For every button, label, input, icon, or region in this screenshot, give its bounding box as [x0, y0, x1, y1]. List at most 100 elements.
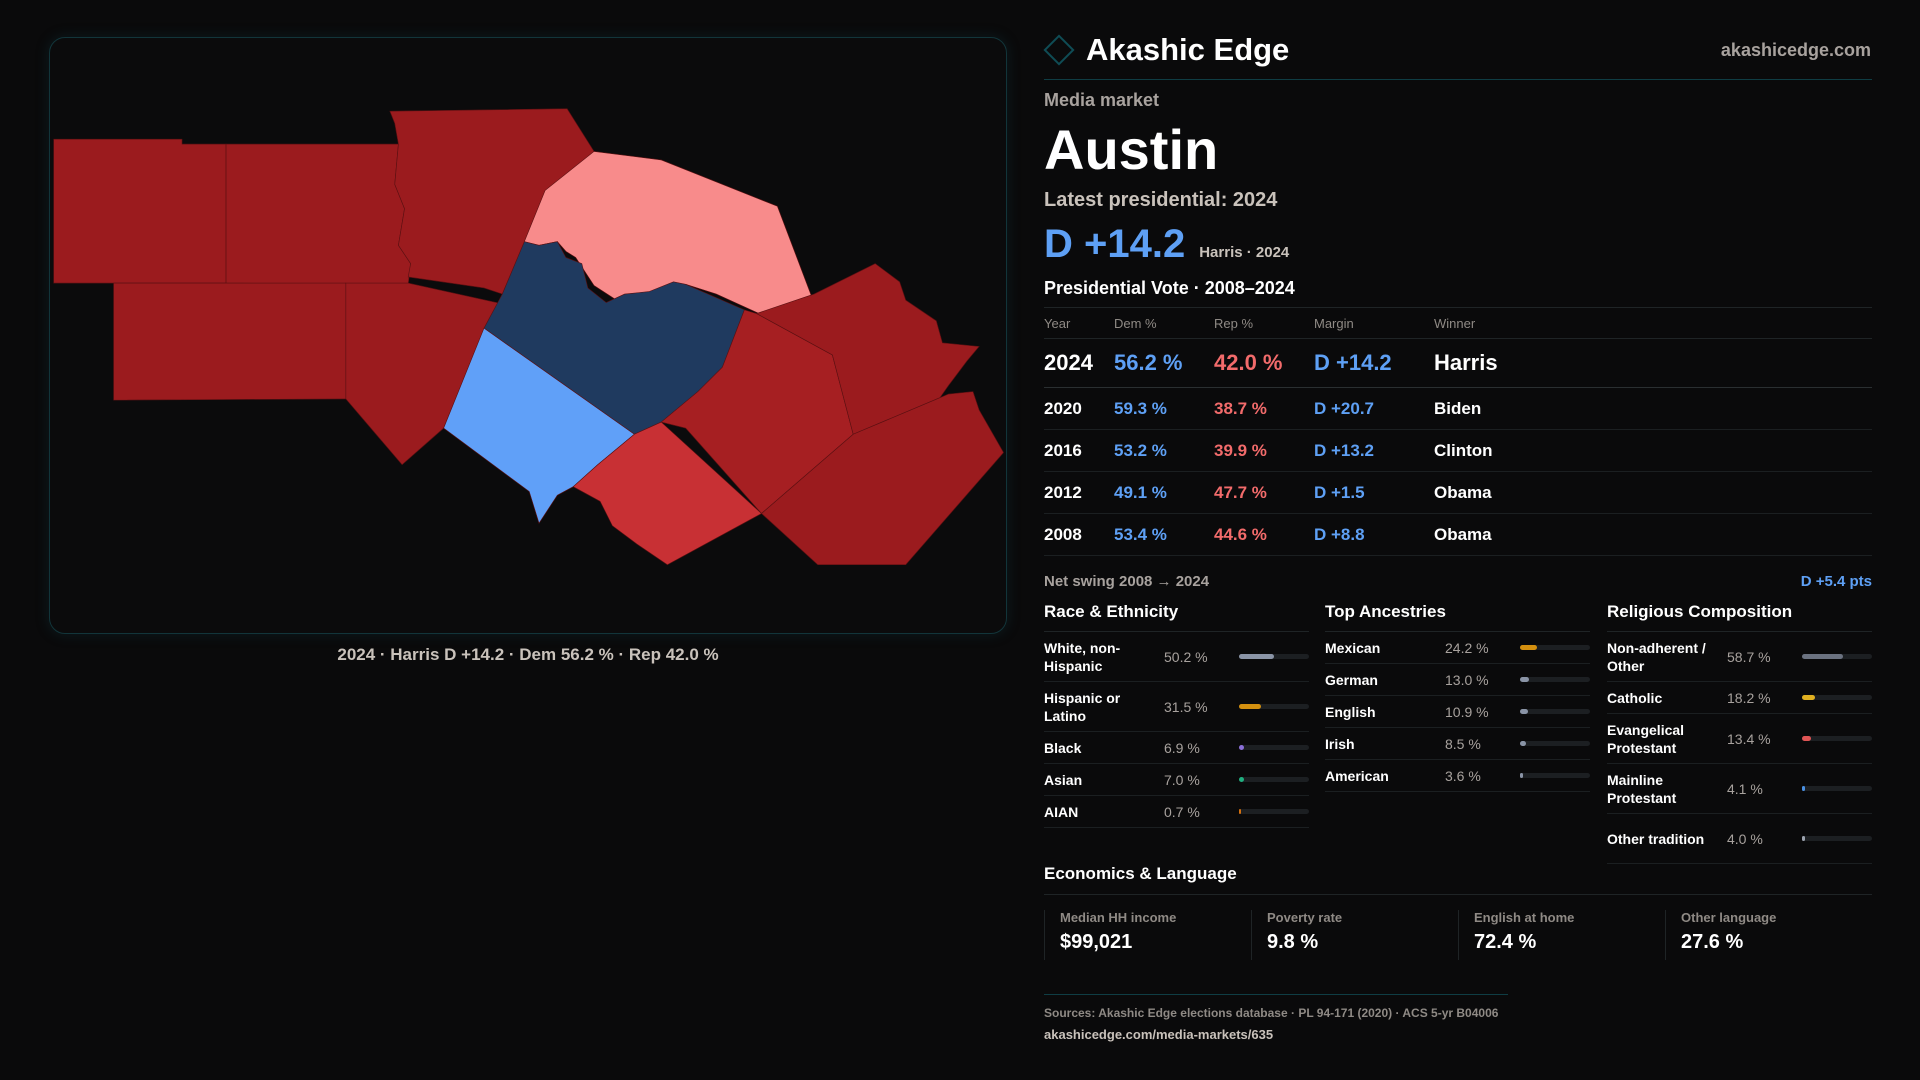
kicker: Media market	[1044, 90, 1160, 110]
list-item: Mexican 24.2 %	[1325, 632, 1590, 664]
bar-fill	[1802, 786, 1805, 791]
list-item: Other tradition 4.0 %	[1607, 814, 1872, 864]
bar-fill	[1520, 773, 1523, 778]
stat-value: 9.8 %	[1267, 931, 1319, 953]
brand-name: Akashic Edge	[1086, 32, 1290, 67]
county[interactable]	[113, 282, 347, 401]
item-pct: 13.0 %	[1445, 671, 1489, 688]
item-label: White, non-Hispanic	[1044, 639, 1121, 674]
county[interactable]	[761, 391, 1004, 566]
bar-fill	[1802, 654, 1844, 659]
bar-fill	[1239, 704, 1262, 709]
page-title: Austin	[1044, 118, 1219, 181]
ancestry-section: Top Ancestries Mexican 24.2 % German 13.0 % E…	[1325, 602, 1590, 792]
item-label: Asian	[1044, 771, 1083, 788]
table-row: 2008 53.4 % 44.6 % D +8.8 Obama	[1044, 513, 1872, 556]
table-row: 2016 53.2 % 39.9 % D +13.2 Clinton	[1044, 429, 1872, 472]
item-pct: 18.2 %	[1727, 689, 1771, 706]
col-header: Dem %	[1114, 307, 1214, 339]
county[interactable]	[225, 143, 411, 285]
table-cell: 2024	[1044, 338, 1114, 388]
net-swing: Net swing 2008 → 2024 D +5.4 pts	[1044, 573, 1872, 590]
table-cell: 38.7 %	[1214, 387, 1314, 430]
list-item: White, non-Hispanic 50.2 %	[1044, 632, 1309, 682]
permalink[interactable]: akashicedge.com/media-markets/635	[1044, 1027, 1274, 1042]
swing-value: D +5.4 pts	[1800, 573, 1872, 590]
list-item: Irish 8.5 %	[1325, 728, 1590, 760]
county[interactable]	[572, 421, 763, 566]
margin-sub: Harris · 2024	[1199, 244, 1290, 261]
item-pct: 4.0 %	[1727, 830, 1763, 847]
bar-track	[1520, 773, 1590, 778]
bar-track	[1802, 786, 1872, 791]
list-item: AIAN 0.7 %	[1044, 796, 1309, 828]
col-header: Rep %	[1214, 307, 1314, 339]
bar-track	[1239, 745, 1309, 750]
table-cell: D +20.7	[1314, 387, 1434, 430]
bar-track	[1802, 736, 1872, 741]
table-cell: D +14.2	[1314, 338, 1434, 388]
divider	[1044, 894, 1872, 895]
stat-value: 72.4 %	[1474, 931, 1537, 953]
bar-track	[1802, 836, 1872, 841]
vote-title: Presidential Vote · 2008–2024	[1044, 278, 1295, 298]
map-caption: 2024 · Harris D +14.2 · Dem 56.2 % · Rep…	[337, 645, 719, 664]
county-map[interactable]	[49, 37, 1007, 634]
table-cell: 39.9 %	[1214, 429, 1314, 472]
table-cell: 42.0 %	[1214, 338, 1314, 388]
bar-fill	[1239, 777, 1244, 782]
bar-track	[1802, 654, 1872, 659]
table-cell: 53.4 %	[1114, 513, 1214, 556]
margin-value: D +14.2	[1044, 222, 1186, 266]
item-pct: 0.7 %	[1164, 803, 1200, 820]
item-label: Mexican	[1325, 639, 1381, 656]
section-title: Race & Ethnicity	[1044, 602, 1309, 632]
table-cell: Harris	[1434, 338, 1872, 388]
table-cell: 53.2 %	[1114, 429, 1214, 472]
table-cell: 2012	[1044, 471, 1114, 514]
race-section: Race & Ethnicity White, non-Hispanic 50.2 …	[1044, 602, 1309, 828]
table-row: 2020 59.3 % 38.7 % D +20.7 Biden	[1044, 387, 1872, 430]
list-item: Catholic 18.2 %	[1607, 682, 1872, 714]
table-cell: D +13.2	[1314, 429, 1434, 472]
divider	[1044, 994, 1508, 995]
table-cell: 2016	[1044, 429, 1114, 472]
table-cell: Obama	[1434, 513, 1872, 556]
item-pct: 10.9 %	[1445, 703, 1489, 720]
item-pct: 13.4 %	[1727, 730, 1771, 747]
stat-card: Median HH income $99,021	[1044, 910, 1251, 960]
map-svg	[53, 108, 1004, 566]
list-item: Black 6.9 %	[1044, 732, 1309, 764]
site-link[interactable]: akashicedge.com	[1720, 40, 1871, 60]
list-item: Mainline Protestant 4.1 %	[1607, 764, 1872, 814]
list-item: Non-adherent / Other 58.7 %	[1607, 632, 1872, 682]
brand: Akashic Edge	[1043, 32, 1872, 68]
list-item: Asian 7.0 %	[1044, 764, 1309, 796]
bar-track	[1520, 741, 1590, 746]
item-label: American	[1325, 767, 1389, 784]
stat-card: Other language 27.6 %	[1665, 910, 1872, 960]
sources: Sources: Akashic Edge elections database…	[1044, 1006, 1499, 1020]
item-pct: 4.1 %	[1727, 780, 1763, 797]
bar-fill	[1520, 645, 1537, 650]
county[interactable]	[53, 138, 227, 284]
table-cell: D +8.8	[1314, 513, 1434, 556]
section-title: Top Ancestries	[1325, 602, 1590, 632]
bar-fill	[1802, 695, 1815, 700]
item-pct: 6.9 %	[1164, 739, 1200, 756]
bar-fill	[1520, 709, 1528, 714]
item-label: AIAN	[1044, 803, 1079, 820]
vote-table: Year Dem % Rep % Margin Winner 2024 56.2 …	[1044, 307, 1872, 556]
swing-label: Net swing 2008 → 2024	[1044, 573, 1210, 590]
item-pct: 3.6 %	[1445, 767, 1481, 784]
item-pct: 58.7 %	[1727, 648, 1771, 665]
item-label: Other tradition	[1607, 830, 1705, 847]
stat-card: English at home 72.4 %	[1458, 910, 1665, 960]
section-title: Economics & Language	[1044, 864, 1237, 883]
bar-fill	[1239, 809, 1241, 814]
table-cell: 56.2 %	[1114, 338, 1214, 388]
bar-fill	[1802, 836, 1805, 841]
item-pct: 8.5 %	[1445, 735, 1481, 752]
item-label: Irish	[1325, 735, 1355, 752]
bar-track	[1520, 709, 1590, 714]
